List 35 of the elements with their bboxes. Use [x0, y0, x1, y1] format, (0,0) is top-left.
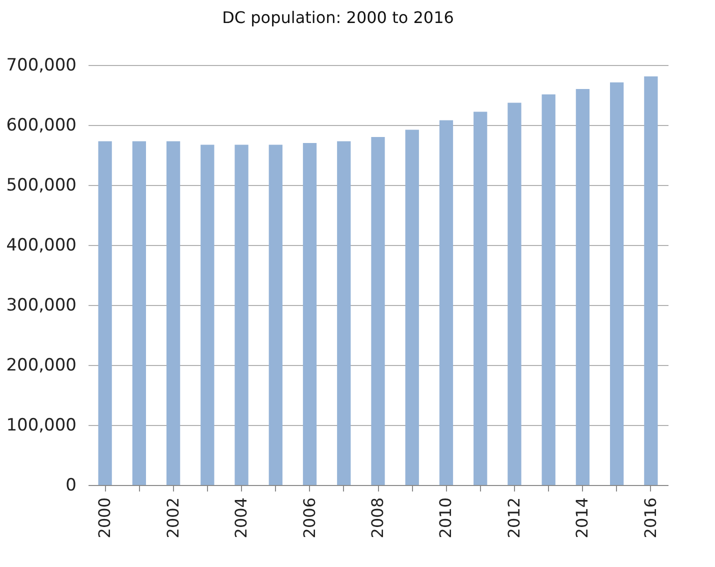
x-tick-label: 2010: [436, 498, 456, 538]
bar: [371, 137, 385, 485]
bar: [610, 82, 624, 485]
y-tick-label: 400,000: [6, 236, 76, 256]
x-tick-label: 2012: [504, 498, 524, 538]
y-tick-label: 0: [66, 476, 76, 496]
bar: [337, 141, 351, 485]
bar: [98, 141, 112, 485]
bar: [132, 141, 146, 485]
bar: [234, 144, 248, 485]
bar: [302, 143, 317, 485]
y-tick-label: 500,000: [6, 176, 76, 196]
bar: [474, 112, 488, 485]
bar: [508, 102, 522, 485]
x-tick-label: 2016: [640, 498, 660, 538]
x-tick-label: 2000: [95, 498, 114, 538]
x-tick-label: 2006: [300, 498, 319, 538]
bar: [542, 94, 556, 485]
y-tick-label: 100,000: [6, 416, 76, 436]
chart-title: DC population: 2000 to 2016: [222, 8, 454, 27]
y-tick-label: 700,000: [6, 56, 76, 76]
bar: [644, 76, 658, 485]
bar: [268, 144, 282, 485]
y-tick-label: 300,000: [6, 296, 76, 316]
bar: [576, 89, 590, 485]
x-tick-label: 2002: [163, 498, 182, 538]
x-tick-label: 2004: [232, 498, 251, 538]
y-tick-label: 600,000: [6, 116, 76, 136]
x-tick-label: 2008: [368, 498, 387, 538]
bar: [200, 144, 214, 485]
bar: [405, 130, 419, 485]
x-tick-label: 2014: [572, 498, 592, 538]
bar: [439, 120, 454, 485]
y-tick-label: 200,000: [6, 356, 76, 376]
bar: [166, 141, 180, 485]
